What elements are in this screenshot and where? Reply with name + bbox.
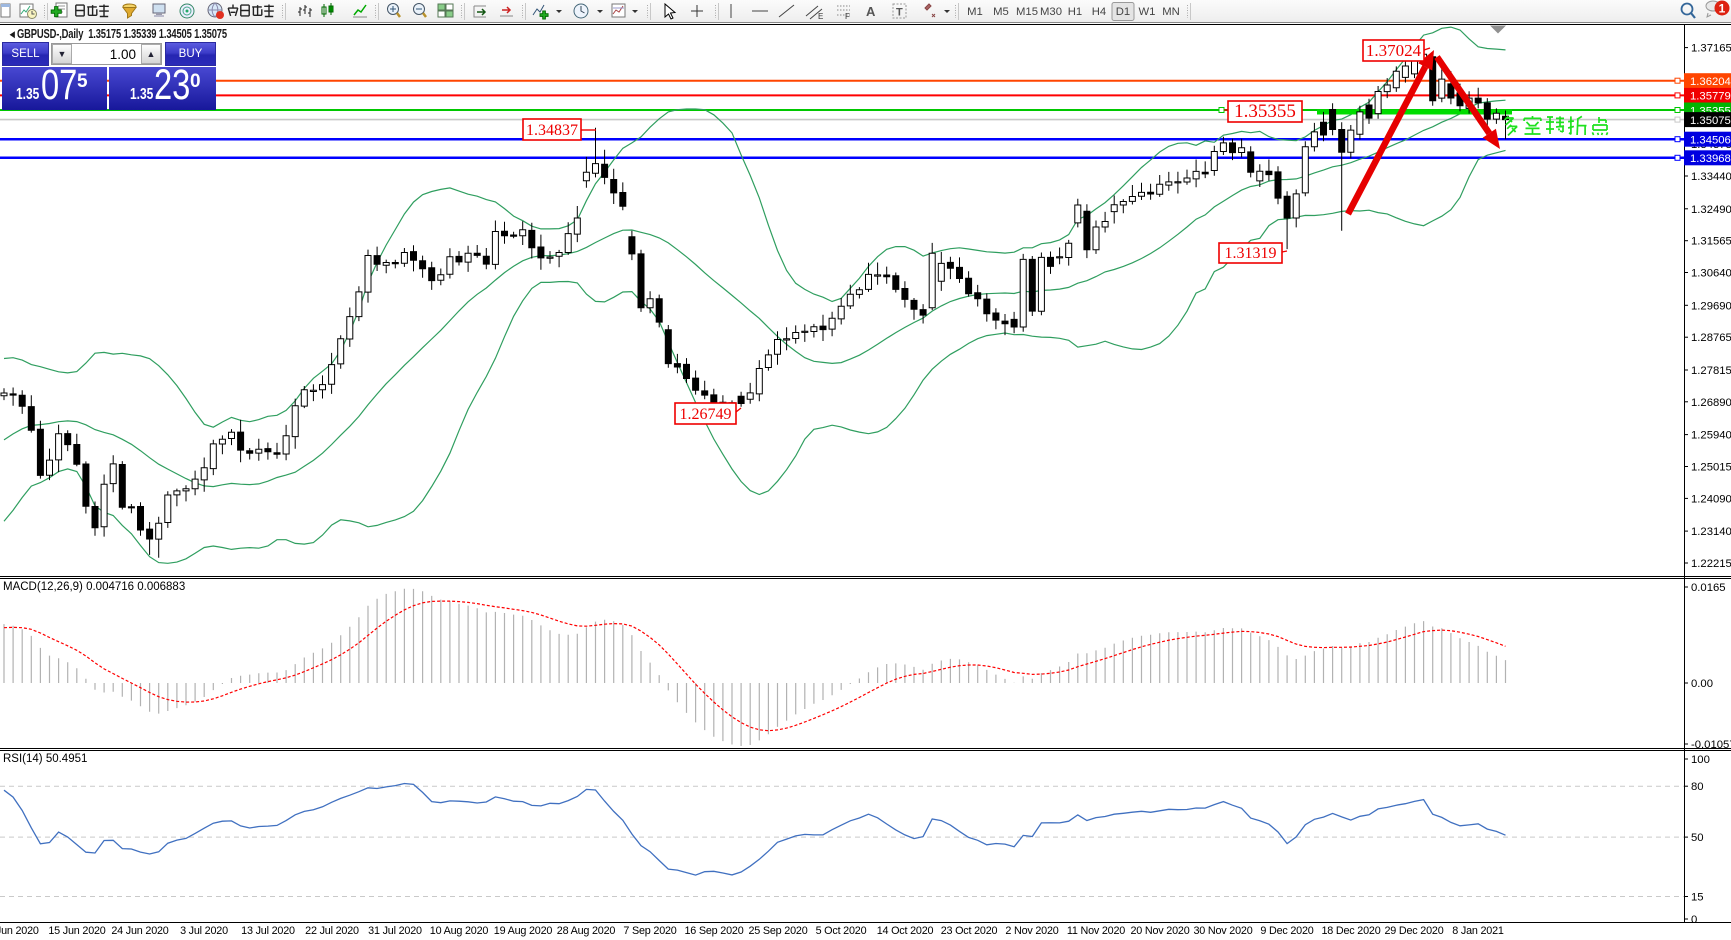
svg-text:A: A xyxy=(866,4,876,19)
svg-text:M5: M5 xyxy=(993,6,1009,18)
svg-text:25 Sep 2020: 25 Sep 2020 xyxy=(748,925,807,937)
svg-text:1.33440: 1.33440 xyxy=(1691,171,1731,183)
svg-text:E: E xyxy=(818,12,823,21)
svg-text:1.37024: 1.37024 xyxy=(1366,41,1422,60)
svg-text:1.35779: 1.35779 xyxy=(1690,91,1731,103)
svg-text:1.30640: 1.30640 xyxy=(1691,268,1731,280)
svg-text:3 Jul 2020: 3 Jul 2020 xyxy=(180,925,228,937)
svg-text:1.29690: 1.29690 xyxy=(1691,300,1731,312)
svg-text:1.26749: 1.26749 xyxy=(680,406,732,423)
svg-text:1.26890: 1.26890 xyxy=(1691,397,1731,409)
svg-text:H4: H4 xyxy=(1092,6,1106,18)
svg-text:31 Jul 2020: 31 Jul 2020 xyxy=(368,925,422,937)
svg-text:M1: M1 xyxy=(967,6,983,18)
svg-text:1.34506: 1.34506 xyxy=(1690,135,1731,147)
svg-text:16 Sep 2020: 16 Sep 2020 xyxy=(684,925,743,937)
svg-text:M30: M30 xyxy=(1040,6,1062,18)
svg-text:23 Oct 2020: 23 Oct 2020 xyxy=(941,925,998,937)
svg-text:1.32490: 1.32490 xyxy=(1691,204,1731,216)
svg-text:1.35355: 1.35355 xyxy=(1234,101,1296,122)
svg-text:M15: M15 xyxy=(1016,6,1038,18)
svg-text:8 Jan 2021: 8 Jan 2021 xyxy=(1452,925,1504,937)
svg-text:10 Aug 2020: 10 Aug 2020 xyxy=(430,925,489,937)
svg-text:1.25015: 1.25015 xyxy=(1691,462,1731,474)
svg-text:50: 50 xyxy=(1691,832,1704,844)
svg-text:1.31565: 1.31565 xyxy=(1691,236,1731,248)
svg-text:5 Oct 2020: 5 Oct 2020 xyxy=(816,925,867,937)
svg-text:MN: MN xyxy=(1162,6,1180,18)
svg-text:5 Jun 2020: 5 Jun 2020 xyxy=(0,925,39,937)
svg-text:H1: H1 xyxy=(1068,6,1082,18)
svg-text:W1: W1 xyxy=(1139,6,1156,18)
svg-text:-0.010571: -0.010571 xyxy=(1691,739,1731,751)
svg-text:0.0165: 0.0165 xyxy=(1691,582,1726,594)
svg-text:14 Oct 2020: 14 Oct 2020 xyxy=(877,925,934,937)
svg-text:13 Jul 2020: 13 Jul 2020 xyxy=(241,925,295,937)
svg-text:9 Dec 2020: 9 Dec 2020 xyxy=(1260,925,1313,937)
svg-text:22 Jul 2020: 22 Jul 2020 xyxy=(305,925,359,937)
svg-text:1.22215: 1.22215 xyxy=(1691,558,1731,570)
svg-text:1.25940: 1.25940 xyxy=(1691,430,1731,442)
svg-text:1.37165: 1.37165 xyxy=(1691,43,1731,55)
svg-text:1.33968: 1.33968 xyxy=(1690,153,1731,165)
svg-text:0: 0 xyxy=(1691,914,1697,926)
svg-text:80: 80 xyxy=(1691,781,1704,793)
svg-text:100: 100 xyxy=(1691,754,1710,766)
svg-text:1.23140: 1.23140 xyxy=(1691,526,1731,538)
svg-text:1.24090: 1.24090 xyxy=(1691,493,1731,505)
svg-text:1.34837: 1.34837 xyxy=(526,122,578,139)
svg-text:1: 1 xyxy=(1719,2,1726,16)
svg-text:19 Aug 2020: 19 Aug 2020 xyxy=(494,925,553,937)
svg-text:18 Dec 2020: 18 Dec 2020 xyxy=(1321,925,1380,937)
svg-text:RSI(14) 50.4951: RSI(14) 50.4951 xyxy=(3,753,87,765)
svg-text:1.27815: 1.27815 xyxy=(1691,365,1731,377)
svg-text:20 Nov 2020: 20 Nov 2020 xyxy=(1130,925,1189,937)
svg-text:29 Dec 2020: 29 Dec 2020 xyxy=(1384,925,1443,937)
svg-text:2 Nov 2020: 2 Nov 2020 xyxy=(1005,925,1058,937)
svg-text:1.28765: 1.28765 xyxy=(1691,332,1731,344)
svg-text:T: T xyxy=(896,7,903,19)
svg-text:7 Sep 2020: 7 Sep 2020 xyxy=(623,925,676,937)
svg-text:1.35075: 1.35075 xyxy=(1690,115,1731,127)
svg-text:1.36204: 1.36204 xyxy=(1690,76,1731,88)
svg-text:1.31319: 1.31319 xyxy=(1225,245,1277,262)
svg-text:24 Jun 2020: 24 Jun 2020 xyxy=(111,925,168,937)
svg-text:0.00: 0.00 xyxy=(1691,678,1713,690)
svg-text:15 Jun 2020: 15 Jun 2020 xyxy=(48,925,105,937)
svg-text:D1: D1 xyxy=(1116,6,1130,18)
svg-text:MACD(12,26,9) 0.004716 0.00688: MACD(12,26,9) 0.004716 0.006883 xyxy=(3,581,185,593)
svg-text:28 Aug 2020: 28 Aug 2020 xyxy=(557,925,616,937)
svg-text:30 Nov 2020: 30 Nov 2020 xyxy=(1193,925,1252,937)
svg-text:11 Nov 2020: 11 Nov 2020 xyxy=(1067,925,1125,937)
svg-text:15: 15 xyxy=(1691,892,1704,904)
svg-text:F: F xyxy=(845,12,850,21)
